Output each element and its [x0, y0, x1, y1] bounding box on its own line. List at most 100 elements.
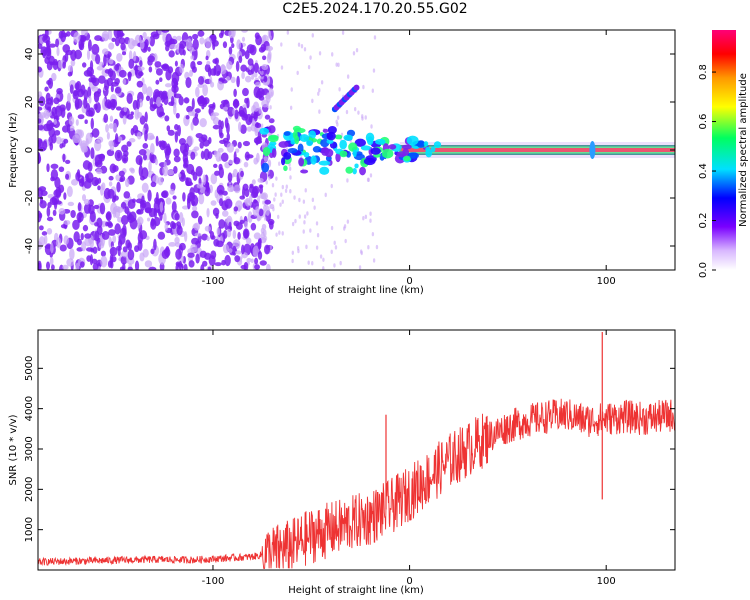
spectrogram-noise-cell — [227, 172, 233, 183]
spectrogram-noise-cell — [213, 65, 217, 77]
spectrogram-noise-cell — [50, 169, 59, 181]
spectrogram-noise-cell — [83, 97, 88, 109]
spectrogram-noise-cell — [38, 139, 44, 150]
spectrogram-noise-cell — [233, 220, 240, 227]
spectrogram-noise-cell — [303, 220, 306, 225]
spectrogram-noise-cell — [336, 115, 340, 120]
spectrogram-noise-cell — [136, 131, 142, 140]
spectrogram-noise-cell — [279, 202, 282, 207]
spectrogram-noise-cell — [121, 144, 129, 153]
spectrogram-noise-cell — [114, 77, 120, 85]
spectrogram-noise-cell — [108, 42, 115, 50]
spectrogram-noise-cell — [372, 258, 376, 263]
spectrogram-noise-cell — [307, 64, 311, 70]
spectrogram-y-ticks: -40 -20 0 20 40 — [24, 48, 675, 254]
spectrogram-noise-cell — [150, 248, 155, 255]
onset-cluster-cell — [299, 134, 310, 142]
spectrogram-noise-cell — [59, 244, 67, 252]
spectrogram-noise-cell — [214, 170, 220, 176]
spectrogram-noise-cell — [178, 260, 183, 270]
spectrogram-noise-cell — [367, 245, 370, 250]
spectrogram-noise-cell — [316, 233, 320, 238]
spectrogram-noise-cell — [75, 119, 79, 126]
spectrogram-noise-cell — [220, 30, 225, 37]
spectrogram-noise-cell — [193, 146, 200, 151]
spectrogram-noise-cell — [297, 42, 301, 47]
spectrogram-noise-cell — [148, 160, 152, 173]
spectrogram-noise-cell — [101, 30, 110, 42]
spectrogram-noise-cell — [243, 261, 249, 270]
spectrogram-noise-cell — [261, 192, 269, 200]
spectrogram-noise-cell — [107, 188, 115, 199]
spectrogram-noise-cell — [218, 163, 223, 171]
spectrogram-noise-cell — [165, 44, 170, 52]
spectrogram-noise-cell — [261, 63, 269, 71]
onset-cluster-cell — [283, 165, 288, 172]
spectrogram-noise-cell — [161, 30, 170, 33]
spectrogram-noise-cell — [289, 189, 292, 194]
spectrogram-noise-cell — [119, 175, 126, 182]
spectrogram-noise-cell — [115, 174, 121, 181]
spectrogram-noise-cell — [120, 255, 128, 265]
spectrogram-noise-cell — [62, 264, 69, 270]
spectrogram-noise-cell — [38, 106, 43, 111]
spectrogram-noise-cell — [258, 106, 262, 115]
spectrogram-noise-cell — [195, 133, 203, 139]
spectrogram-noise-cell — [126, 113, 134, 120]
spectrogram-noise-cell — [163, 212, 167, 224]
spectrogram-noise-cell — [194, 112, 199, 119]
snr-marks — [38, 332, 675, 569]
spectrogram-noise-cell — [206, 60, 211, 66]
colorbar-ticks: 0.0 0.2 0.4 0.6 0.8 — [698, 64, 716, 278]
spectrogram-noise-cell — [197, 83, 205, 88]
spectrogram-noise-cell — [220, 152, 229, 162]
spectrogram-noise-cell — [237, 205, 241, 212]
spectrogram-noise-cell — [205, 37, 212, 49]
spectrogram-noise-cell — [207, 66, 212, 77]
spectrogram-noise-cell — [222, 106, 229, 111]
spectrogram-noise-cell — [244, 75, 252, 83]
spectrogram-noise-cell — [355, 48, 359, 53]
spectrogram-noise-cell — [50, 242, 54, 254]
onset-cluster-cell — [300, 169, 309, 174]
spectrogram-noise-cell — [131, 198, 136, 204]
spectrogram-noise-cell — [345, 109, 349, 115]
spectrogram-noise-cell — [55, 38, 60, 48]
spectrogram-noise-cell — [174, 236, 180, 244]
spectrogram-noise-cell — [196, 183, 203, 189]
spectrogram-noise-cell — [189, 69, 194, 77]
spectrogram-noise-cell — [153, 208, 158, 219]
spectrogram-noise-cell — [116, 52, 123, 62]
spectrogram-noise-cell — [251, 73, 255, 80]
spectrogram-noise-cell — [154, 61, 162, 68]
spectrogram-noise-cell — [302, 229, 305, 234]
spectrogram-noise-cell — [241, 30, 249, 33]
spectrogram-noise-cell — [264, 199, 272, 205]
spectrogram-noise-cell — [43, 123, 51, 132]
spectrogram-noise-cell — [148, 66, 153, 73]
spectrogram-noise-cell — [291, 250, 295, 255]
spectrogram-noise-cell — [150, 217, 155, 227]
spectrogram-noise-cell — [145, 95, 151, 102]
spectrogram-noise-cell — [146, 86, 153, 98]
spectrogram-noise-cell — [372, 68, 376, 73]
spectrogram-noise-cell — [230, 76, 236, 84]
spectrogram-noise-cell — [67, 71, 72, 77]
spectrogram-noise-cell — [122, 78, 127, 85]
spectrogram-noise-cell — [142, 31, 147, 39]
onset-cluster-cell — [262, 146, 271, 157]
spectrogram-noise-cell — [76, 169, 81, 178]
spectrogram-noise-cell — [183, 157, 189, 168]
spectrogram-noise-cell — [139, 60, 143, 67]
onset-cluster-cell — [327, 126, 337, 134]
spectrogram-noise-cell — [272, 207, 275, 212]
spectrogram-noise-cell — [121, 51, 127, 56]
spectrogram-noise-cell — [190, 55, 195, 60]
spectrogram-noise-cell — [109, 246, 118, 257]
spectrogram-noise-cell — [269, 35, 272, 40]
spectrogram-noise-cell — [63, 220, 71, 226]
onset-cluster-cell — [287, 147, 298, 154]
spectrogram-noise-cell — [214, 262, 222, 267]
spectrogram-noise-cell — [38, 112, 47, 119]
x-tick-label: 0 — [406, 576, 412, 587]
